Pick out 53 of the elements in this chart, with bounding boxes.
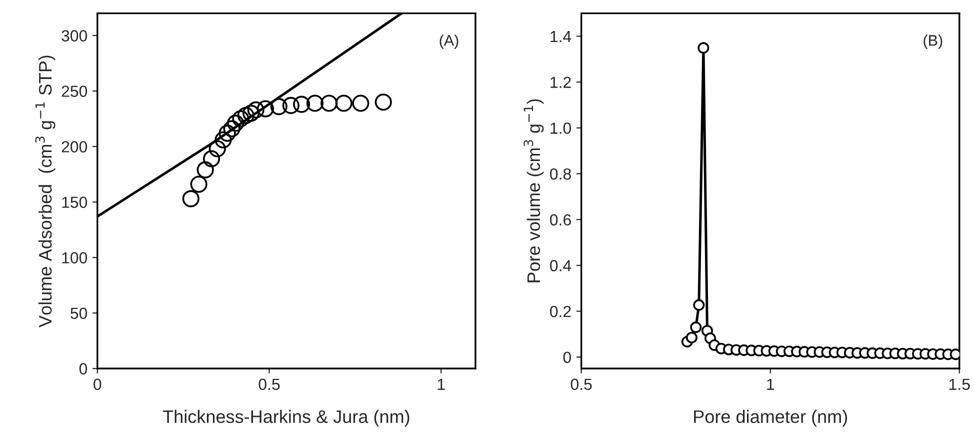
y-tick-label: 300 [62, 30, 88, 42]
point [686, 332, 698, 344]
y-tick-label: 250 [62, 86, 88, 97]
y-tick-label: 0 [563, 352, 571, 364]
point [306, 94, 324, 112]
point [690, 322, 702, 334]
y-tick-label: 0.2 [550, 306, 571, 318]
point [214, 131, 232, 148]
annotation: (A) [440, 34, 458, 49]
y-tick-label: 50 [70, 308, 88, 319]
point [374, 94, 392, 111]
point [202, 150, 220, 168]
point [352, 94, 370, 112]
point [256, 100, 274, 118]
point [182, 190, 200, 208]
point [223, 120, 240, 138]
x-tick-label: 0.5 [570, 378, 592, 390]
point [208, 140, 226, 158]
y-tick-label: 150 [62, 196, 88, 208]
annotation: (B) [924, 34, 942, 49]
point [196, 161, 214, 178]
x-tick-label: 1.5 [950, 378, 970, 390]
y-tick-label: 1.0 [550, 122, 571, 134]
point [320, 94, 338, 112]
point [218, 124, 236, 142]
y-axis-title: Pore volume (cm$^{3}$ g$^{−1}$) [524, 99, 544, 282]
point [335, 94, 352, 112]
y-tick-label: 1.4 [550, 31, 572, 42]
point [190, 176, 208, 193]
x-axis-title: Thickness-Harkins & Jura (nm) [162, 410, 410, 427]
y-tick-label: 100 [62, 252, 88, 264]
y-tick-label: 0 [79, 363, 88, 374]
y-tick-label: 0.6 [550, 214, 571, 226]
x-tick-label: 1 [438, 378, 445, 390]
point [232, 110, 250, 128]
point [282, 96, 300, 114]
point [270, 98, 288, 116]
x-tick-label: 1 [767, 378, 774, 390]
point [227, 114, 244, 132]
y-tick-label: 0.4 [550, 260, 572, 272]
x-tick-label: 0.5 [258, 378, 280, 390]
point [242, 104, 260, 122]
y-tick-label: 200 [62, 141, 88, 152]
x-axis-title: Pore diameter (nm) [694, 410, 848, 427]
y-tick-label: 0.8 [550, 168, 571, 180]
point [247, 101, 264, 118]
y-tick-label: 1.2 [550, 76, 571, 88]
point [698, 42, 710, 54]
point [237, 106, 254, 124]
point [293, 96, 310, 113]
y-axis-title: Volume Adsorbed (cm$^{3}$ g$^{−1}$ STP) [35, 56, 56, 328]
point [693, 299, 705, 311]
x-tick-label: 0 [94, 378, 102, 390]
